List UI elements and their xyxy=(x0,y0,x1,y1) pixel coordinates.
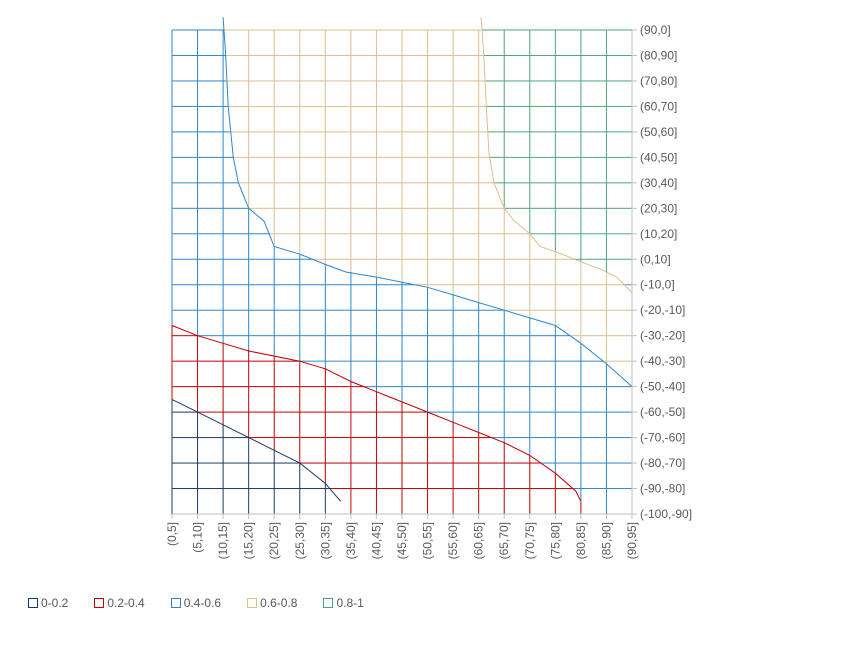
grid-layer xyxy=(171,29,633,515)
